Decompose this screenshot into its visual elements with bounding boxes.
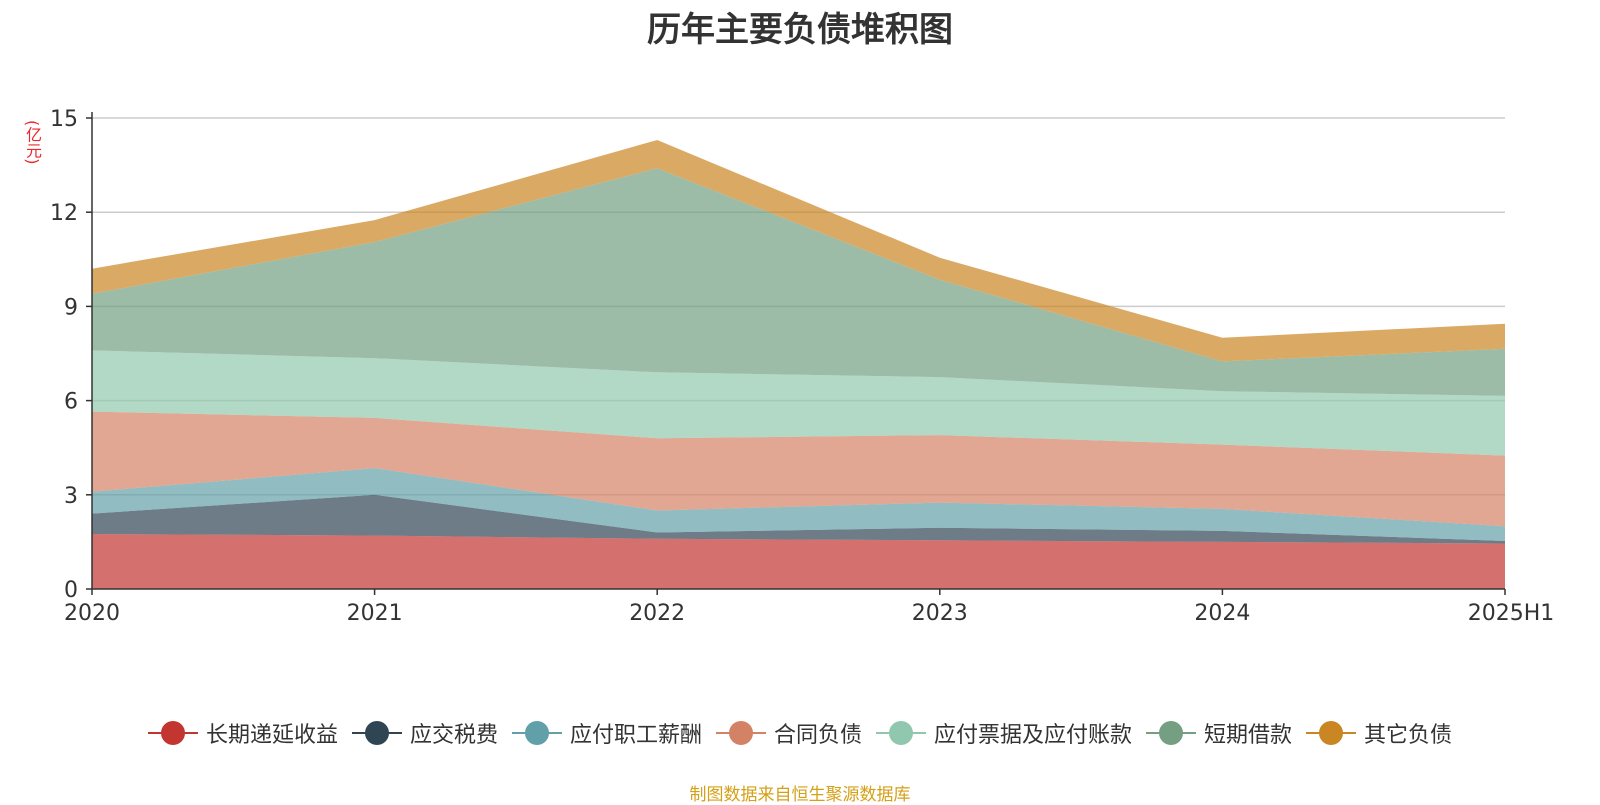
x-tick-label: 2023 <box>912 601 968 626</box>
y-tick-label: 9 <box>64 295 78 320</box>
x-tick-label: 2020 <box>64 601 120 626</box>
legend-item[interactable]: 应交税费 <box>351 717 498 749</box>
source-note: 制图数据来自恒生聚源数据库 <box>689 785 911 805</box>
area-series-4 <box>92 350 1505 456</box>
legend-label: 应付职工薪酬 <box>569 723 702 748</box>
y-tick-label: 6 <box>64 390 78 415</box>
area-series-3 <box>92 411 1505 527</box>
chart-title: 历年主要负债堆积图 <box>647 10 953 50</box>
legend-marker-icon <box>147 720 198 746</box>
legend-marker-icon <box>715 720 766 746</box>
legend-label: 其它负债 <box>1364 723 1453 748</box>
legend-item[interactable]: 合同负债 <box>715 717 862 749</box>
legend-item[interactable]: 长期递延收益 <box>147 717 338 749</box>
y-tick-label: 12 <box>50 201 78 226</box>
legend-label: 应交税费 <box>409 723 498 748</box>
legend: 长期递延收益 应交税费 应付职工薪酬 合同负债 应付票据及应付账款 短期借款 其它负债 <box>0 717 1600 749</box>
area-series-1 <box>92 494 1505 544</box>
y-axis-unit-label: (亿元) <box>23 120 42 165</box>
area-series-0 <box>92 534 1505 589</box>
legend-item[interactable]: 应付职工薪酬 <box>511 717 702 749</box>
legend-item[interactable]: 其它负债 <box>1306 717 1452 749</box>
area-series <box>92 140 1505 589</box>
y-tick-label: 15 <box>50 107 78 132</box>
axes: 0 3 6 9 12 15 2020 2021 2022 2023 2024 2025H1 <box>50 107 1554 626</box>
x-tick-label: 2024 <box>1194 601 1250 626</box>
legend-item[interactable]: 短期借款 <box>1146 717 1292 749</box>
area-series-2 <box>92 468 1505 541</box>
legend-item[interactable]: 应付票据及应付账款 <box>876 717 1132 749</box>
legend-marker-icon <box>1306 720 1357 746</box>
legend-marker-icon <box>351 720 402 746</box>
area-series-5 <box>92 168 1505 396</box>
legend-label: 应付票据及应付账款 <box>934 723 1133 748</box>
x-tick-label: 2022 <box>629 601 685 626</box>
y-tick-label: 0 <box>64 578 78 603</box>
x-tick-label: 2025H1 <box>1468 601 1555 626</box>
legend-label: 短期借款 <box>1204 723 1293 748</box>
legend-label: 长期递延收益 <box>205 723 338 748</box>
y-tick-label: 3 <box>64 484 78 509</box>
legend-marker-icon <box>1146 720 1197 746</box>
x-tick-label: 2021 <box>347 601 403 626</box>
legend-marker-icon <box>876 720 926 746</box>
legend-marker-icon <box>511 720 562 746</box>
area-series-6 <box>92 140 1505 362</box>
legend-label: 合同负债 <box>773 723 862 748</box>
